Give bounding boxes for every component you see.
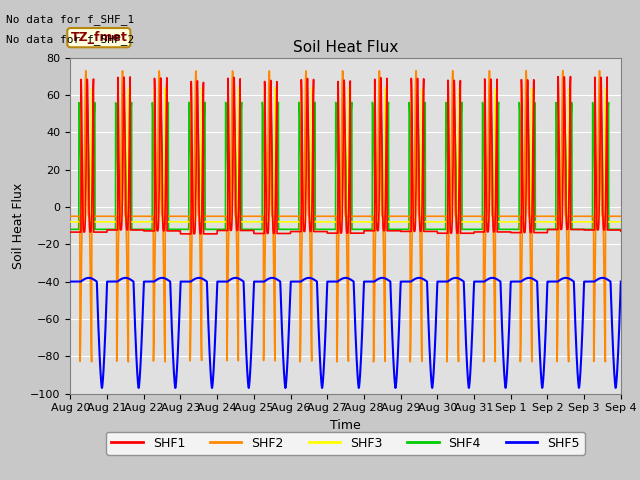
SHF5 — [409, 277, 417, 283]
SHF5 — [67, 279, 74, 285]
SHF4 — [399, 227, 407, 232]
SHF2 — [67, 214, 74, 219]
SHF5 — [282, 385, 289, 391]
SHF3 — [67, 219, 74, 225]
SHF3 — [617, 219, 625, 225]
SHF5 — [617, 283, 625, 289]
SHF1 — [184, 228, 192, 233]
SHF2 — [399, 214, 407, 219]
SHF1 — [220, 227, 228, 233]
Text: No data for f_SHF_1: No data for f_SHF_1 — [6, 14, 134, 25]
SHF1 — [617, 229, 625, 235]
SHF5 — [184, 279, 192, 285]
SHF3 — [184, 219, 192, 225]
SHF1 — [565, 201, 573, 207]
Line: SHF3: SHF3 — [70, 87, 621, 222]
SHF1 — [617, 228, 625, 234]
Text: No data for f_SHF_2: No data for f_SHF_2 — [6, 34, 134, 45]
Y-axis label: Soil Heat Flux: Soil Heat Flux — [12, 182, 25, 269]
SHF2 — [522, 68, 530, 73]
SHF5 — [399, 279, 407, 285]
SHF2 — [184, 214, 192, 219]
SHF5 — [565, 276, 573, 281]
SHF4 — [185, 99, 193, 105]
Line: SHF1: SHF1 — [70, 75, 621, 234]
SHF3 — [617, 219, 625, 225]
SHF1 — [67, 229, 74, 235]
SHF1 — [507, 231, 515, 237]
Legend: SHF1, SHF2, SHF3, SHF4, SHF5: SHF1, SHF2, SHF3, SHF4, SHF5 — [106, 432, 585, 455]
X-axis label: Time: Time — [330, 419, 361, 432]
SHF5 — [85, 275, 93, 281]
Line: SHF5: SHF5 — [70, 278, 621, 388]
Title: Soil Heat Flux: Soil Heat Flux — [293, 40, 398, 55]
SHF2 — [220, 214, 228, 219]
SHF1 — [399, 226, 407, 231]
SHF4 — [617, 227, 625, 232]
SHF2 — [409, 214, 417, 219]
SHF2 — [296, 359, 304, 365]
SHF4 — [565, 217, 573, 223]
Line: SHF2: SHF2 — [70, 71, 621, 362]
SHF2 — [617, 214, 625, 219]
Text: TZ_fmet: TZ_fmet — [70, 31, 127, 44]
Line: SHF4: SHF4 — [70, 102, 621, 229]
SHF3 — [409, 204, 417, 210]
SHF1 — [408, 72, 415, 78]
SHF1 — [409, 197, 417, 203]
SHF4 — [409, 226, 417, 232]
SHF5 — [220, 279, 228, 285]
SHF5 — [617, 279, 625, 285]
SHF3 — [220, 219, 228, 225]
SHF3 — [565, 99, 573, 105]
SHF3 — [399, 219, 407, 225]
SHF4 — [220, 227, 228, 232]
SHF2 — [617, 214, 625, 219]
SHF4 — [617, 227, 625, 232]
SHF4 — [67, 227, 74, 232]
SHF2 — [565, 214, 573, 219]
SHF4 — [184, 227, 192, 232]
SHF3 — [408, 84, 415, 90]
